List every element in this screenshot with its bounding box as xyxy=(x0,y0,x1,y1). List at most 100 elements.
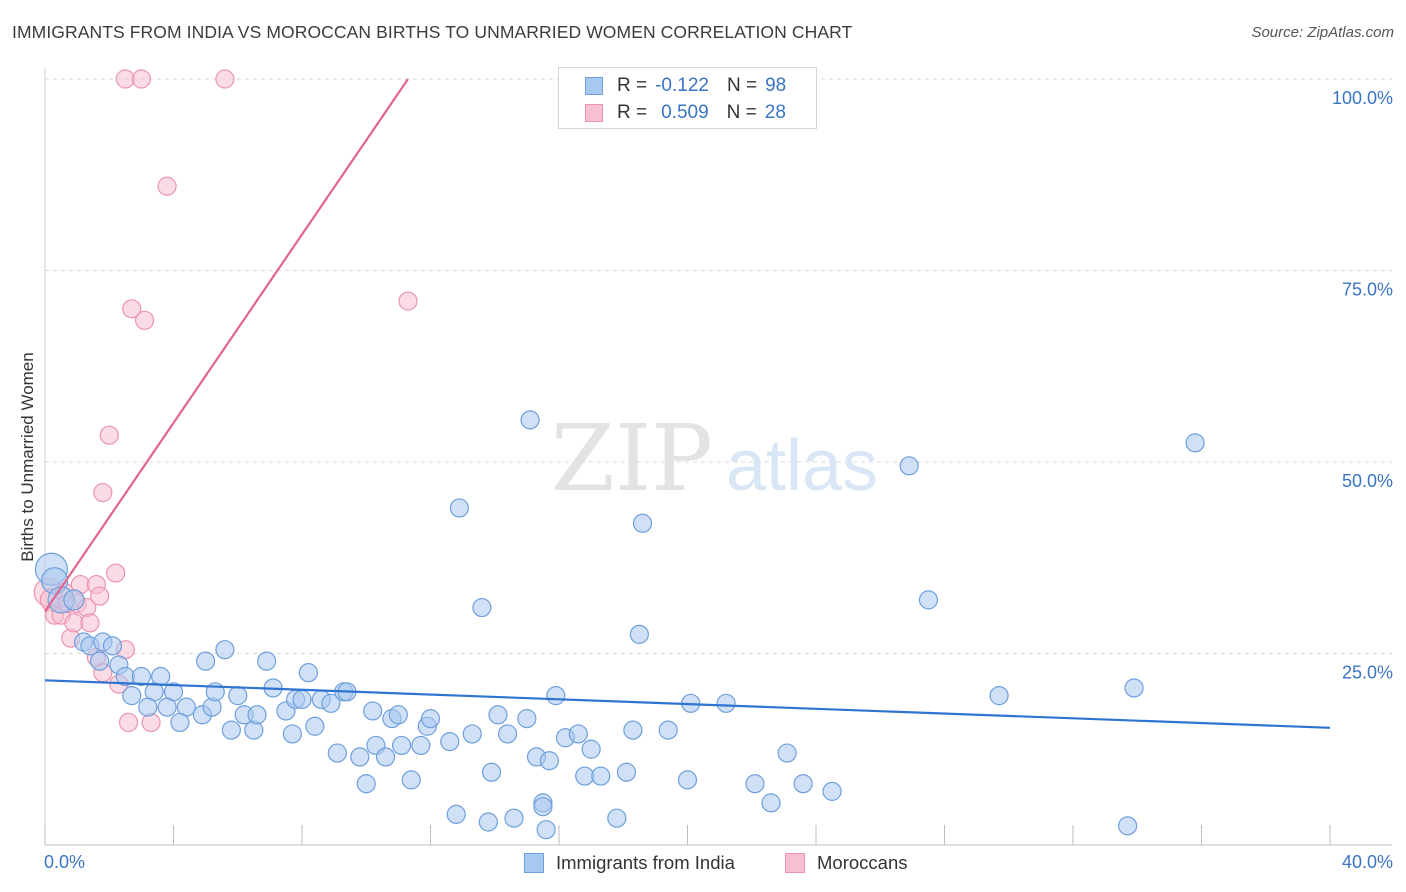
point-morocco-27 xyxy=(115,69,135,89)
gridlines xyxy=(45,78,1392,654)
point-morocco-21 xyxy=(118,712,139,733)
legend-swatch-morocco-bottom xyxy=(785,853,805,873)
watermark-zip: ZIP xyxy=(551,405,713,512)
y-tick-labels: 25.0% 50.0% 75.0% 100.0% xyxy=(1332,88,1393,683)
point-morocco-7 xyxy=(64,613,84,633)
point-india-7 xyxy=(102,636,123,656)
point-india-71 xyxy=(539,751,559,771)
point-india-66 xyxy=(520,410,540,430)
series-moroccans xyxy=(33,69,418,733)
point-india-50 xyxy=(391,735,412,756)
point-morocco-23 xyxy=(134,310,155,330)
point-india-72 xyxy=(546,686,566,706)
point-india-94 xyxy=(989,686,1009,706)
point-india-95 xyxy=(1118,816,1138,836)
legend-swatch-india xyxy=(585,77,603,95)
point-india-40 xyxy=(327,743,347,763)
legend-row-india: R = -0.122 N = 98 xyxy=(585,73,786,99)
point-morocco-28 xyxy=(131,69,151,89)
y-tick-label-75: 75.0% xyxy=(1342,280,1393,300)
legend-r-label-morocco: R = xyxy=(617,102,648,123)
point-india-37 xyxy=(305,716,325,736)
point-india-92 xyxy=(899,456,919,476)
point-india-49 xyxy=(388,705,408,725)
point-india-69 xyxy=(533,797,553,817)
point-morocco-14 xyxy=(90,586,110,606)
series-legend: Immigrants from India Moroccans xyxy=(0,852,1406,876)
point-india-19 xyxy=(170,712,190,733)
legend-n-value-morocco: 28 xyxy=(764,102,786,123)
legend-n-label-morocco: N = xyxy=(726,102,757,123)
trend-line-india xyxy=(44,679,1331,729)
point-india-81 xyxy=(629,624,649,644)
point-morocco-26 xyxy=(398,291,418,311)
point-india-84 xyxy=(677,770,698,790)
point-india-86 xyxy=(716,693,736,713)
point-india-90 xyxy=(793,774,813,794)
point-india-91 xyxy=(822,781,842,801)
point-india-79 xyxy=(616,762,637,782)
point-india-36 xyxy=(298,663,319,683)
point-morocco-25 xyxy=(157,176,177,196)
point-india-64 xyxy=(504,808,524,828)
legend-label-india: Immigrants from India xyxy=(556,852,735,873)
point-india-96 xyxy=(1124,678,1144,698)
point-india-51 xyxy=(401,770,421,790)
point-morocco-17 xyxy=(99,425,119,445)
source-label: Source: ZipAtlas.com xyxy=(1251,24,1394,41)
point-india-61 xyxy=(481,762,502,782)
point-india-43 xyxy=(350,747,370,767)
point-india-60 xyxy=(478,812,498,832)
point-india-65 xyxy=(517,709,537,729)
trend-line-morocco xyxy=(44,78,409,612)
point-india-82 xyxy=(632,513,653,533)
point-india-33 xyxy=(282,724,302,744)
legend-row-morocco: R = 0.509 N = 28 xyxy=(585,100,786,126)
point-india-75 xyxy=(575,766,595,786)
point-india-78 xyxy=(607,808,627,828)
point-india-87 xyxy=(745,774,765,794)
point-india-59 xyxy=(472,597,492,618)
y-tick-label-25: 25.0% xyxy=(1342,663,1393,683)
point-india-35 xyxy=(292,689,312,710)
point-india-30 xyxy=(257,651,277,671)
legend-r-label-india: R = xyxy=(617,75,648,96)
point-india-80 xyxy=(623,720,643,740)
point-india-45 xyxy=(363,701,383,721)
legend-n-value-india: 98 xyxy=(765,75,787,96)
point-morocco-22 xyxy=(122,299,142,319)
point-india-89 xyxy=(777,743,797,763)
y-tick-label-50: 50.0% xyxy=(1342,471,1393,491)
point-morocco-11 xyxy=(80,613,100,633)
legend-item-morocco[interactable]: Moroccans xyxy=(785,852,907,874)
x-tick-label-max: 40.0% xyxy=(1342,852,1393,872)
point-india-63 xyxy=(498,724,518,744)
series-india xyxy=(34,410,1205,840)
point-india-58 xyxy=(462,724,482,744)
point-india-57 xyxy=(449,498,470,518)
y-axis-label: Births to Unmarried Women xyxy=(18,352,37,561)
point-india-77 xyxy=(591,766,611,786)
legend-swatch-morocco xyxy=(585,104,603,122)
legend-label-morocco: Moroccans xyxy=(817,852,908,873)
point-india-39 xyxy=(321,693,341,713)
point-india-70 xyxy=(536,820,556,840)
legend-item-india[interactable]: Immigrants from India xyxy=(524,852,735,874)
point-india-52 xyxy=(411,735,431,756)
point-india-8 xyxy=(90,651,110,671)
point-india-83 xyxy=(658,720,678,740)
point-india-22 xyxy=(196,651,216,671)
point-india-11 xyxy=(131,666,151,687)
y-tick-label-100: 100.0% xyxy=(1332,88,1393,108)
legend-swatch-india-bottom xyxy=(524,853,544,873)
legend-r-value-morocco: 0.509 xyxy=(661,102,709,123)
point-morocco-16 xyxy=(93,483,113,503)
point-india-62 xyxy=(488,705,508,725)
watermark-atlas: atlas xyxy=(726,426,878,506)
point-india-93 xyxy=(918,590,939,610)
point-india-74 xyxy=(568,724,588,744)
point-india-97 xyxy=(1185,433,1205,453)
legend-n-label-india: N = xyxy=(726,75,758,96)
point-india-23 xyxy=(215,640,235,660)
